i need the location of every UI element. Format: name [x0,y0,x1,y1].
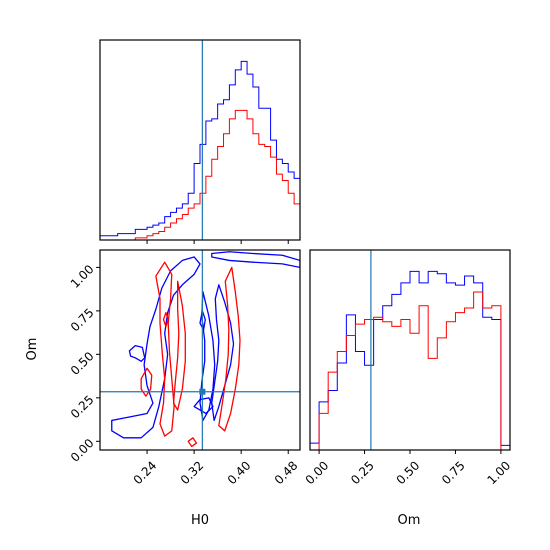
contour-blue-level-4 [128,345,146,362]
contour-xtick-label-3: 0.48 [272,458,301,487]
contour-truth-marker [199,388,206,395]
hist-H0-series-red [100,109,300,240]
contour-H0-Om-panel: 0.24 0.32 0.40 0.48 0.00 0.25 0.50 0.75 1.00 [68,249,301,487]
contour-blue-level-1 [111,256,201,439]
contour-xtick-label-1: 0.32 [178,458,207,487]
contour-blue-level-2 [211,284,235,422]
contour-red-level-0 [155,261,175,437]
contour-red-level-4 [162,311,169,328]
hist-Om-xtick-label-1: 0.25 [348,458,377,487]
contour-red-level-3 [140,367,153,397]
hist-Om-xtick-label-4: 1.00 [484,458,513,487]
hist-Om-xtick-label-3: 0.75 [439,458,468,487]
hist-H0-panel [99,39,301,244]
contour-red-level-5 [187,437,198,448]
hist-H0-series-blue [100,60,300,240]
hist-Om-xtick-label-0: 0.00 [303,458,332,487]
contour-xtick-label-0: 0.24 [131,458,160,487]
hist-Om-xtick-label-2: 0.50 [394,458,423,487]
contour-frame [99,249,301,451]
contour-ytick-label-2: 0.50 [68,349,97,378]
contour-red-level-1 [218,266,241,432]
contour-ytick-label-0: 0.00 [68,436,97,465]
hist-H0-frame [99,39,301,241]
hist-Om-series-red [310,291,510,450]
hist-Om-series-blue [310,270,510,450]
contour-blue-level-6 [193,397,214,415]
contour-red-level-2 [172,280,186,411]
contour-ytick-label-3: 0.75 [68,306,97,335]
x-axis-label-H0: H0 [191,513,209,528]
contour-blue-level-0 [211,251,300,269]
contour-ytick-label-1: 0.25 [68,393,97,422]
y-axis-label-Om: Om [25,338,40,361]
contour-xtick-label-2: 0.40 [225,458,254,487]
contour-ytick-label-4: 1.00 [68,262,97,291]
hist-Om-panel: 0.00 0.25 0.50 0.75 1.00 [303,249,513,487]
x-axis-label-Om: Om [398,513,421,528]
